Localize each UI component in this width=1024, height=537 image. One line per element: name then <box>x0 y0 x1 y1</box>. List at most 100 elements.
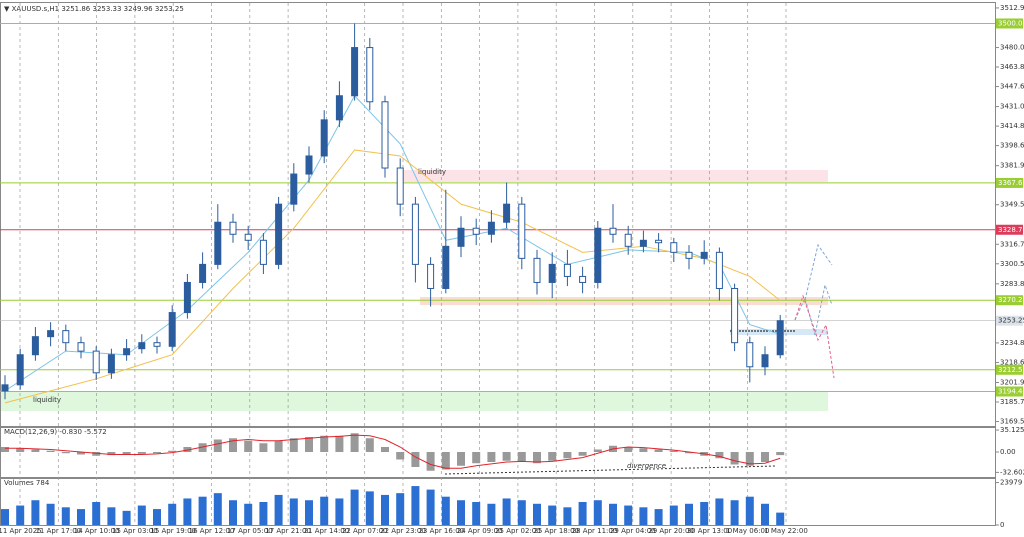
x-tick-label: 16 Apr 12:00 <box>189 527 235 535</box>
macd-bar <box>61 452 70 454</box>
y-tick-label: 0 <box>1000 521 1004 529</box>
macd-bar <box>198 443 207 452</box>
candle-body <box>259 239 267 265</box>
volume-bar <box>730 500 739 525</box>
candle-body <box>229 221 237 235</box>
x-tick-label: 1 May 22:00 <box>764 527 808 535</box>
y-tick-label: 3447.65 <box>1000 83 1024 91</box>
divergence-line <box>444 465 776 475</box>
projection <box>794 294 835 379</box>
macd-bar <box>396 452 405 460</box>
volume-bar <box>320 496 329 525</box>
macd-bar <box>153 452 161 454</box>
macd-bar <box>441 452 450 470</box>
x-tick-label: 14 Apr 10:00 <box>74 527 120 535</box>
candle-body <box>183 281 191 314</box>
volume-bar <box>761 503 769 525</box>
candle-body <box>731 287 739 344</box>
x-tick-label: 29 Apr 20:00 <box>648 527 694 535</box>
candle-body <box>518 203 526 259</box>
macd-bar <box>122 452 131 455</box>
x-tick-label: 11 Apr 2025 <box>0 527 42 535</box>
candle-body <box>47 330 55 338</box>
volume-bar <box>426 489 435 525</box>
candle-body <box>487 221 495 235</box>
candle-body <box>503 203 511 223</box>
macd-bar <box>16 448 25 452</box>
candle-body <box>275 203 283 265</box>
candle-body <box>533 257 541 283</box>
volume-bar <box>305 500 313 525</box>
candle-body <box>168 312 176 347</box>
level-label-bg <box>996 295 1023 306</box>
volume-bar <box>578 502 587 525</box>
volume-bar <box>350 489 359 525</box>
level-label: 3194.47 <box>998 388 1024 396</box>
candle-body <box>92 350 100 374</box>
volume-title: Volumes 784 <box>4 479 50 487</box>
macd-bar <box>457 452 465 466</box>
macd-bar <box>685 452 693 454</box>
y-tick-label: 0.00 <box>1000 448 1016 456</box>
candle-body <box>107 354 115 374</box>
level-label: 3270.25 <box>998 296 1024 304</box>
macd-bar <box>31 449 40 452</box>
liquidity-zone <box>400 170 828 182</box>
macd-title: MACD(12,26,9) -0.830 -5.572 <box>4 428 107 436</box>
candle-body <box>594 227 602 283</box>
candle-body <box>411 203 419 265</box>
projection <box>794 283 833 336</box>
x-tick-label: 11 Apr 17:00 <box>35 527 81 535</box>
supply-zone <box>420 297 828 305</box>
volume-bar <box>487 503 496 525</box>
volume-bar <box>411 486 420 525</box>
volume-bar <box>61 507 70 525</box>
x-tick-label: 25 Apr 18:00 <box>533 527 579 535</box>
volume-bar <box>16 505 25 525</box>
candle-body <box>1 384 9 392</box>
x-tick-label: 28 Apr 11:00 <box>572 527 618 535</box>
macd-bar <box>92 452 101 456</box>
macd-bar <box>517 452 526 462</box>
volume-bar <box>92 502 101 525</box>
volume-bar <box>183 498 192 525</box>
candle-body <box>396 167 404 205</box>
macd-bar <box>107 452 116 456</box>
candle-body <box>579 275 587 283</box>
liquidity-zone <box>0 392 828 411</box>
y-tick-label: 3398.60 <box>1000 142 1024 150</box>
macd-bar <box>745 452 754 466</box>
macd-bar <box>639 448 648 452</box>
x-tick-label: 17 Apr 21:00 <box>265 527 311 535</box>
y-tick-label: 3300.50 <box>1000 260 1024 268</box>
y-tick-label: 3316.70 <box>1000 240 1024 248</box>
candle-body <box>381 101 389 169</box>
candle-body <box>715 251 723 289</box>
macd-bar <box>305 437 313 452</box>
y-tick-label: 3349.55 <box>1000 201 1024 209</box>
candle-body <box>548 263 556 283</box>
volume-bar <box>654 509 663 525</box>
volume-bar <box>745 496 754 525</box>
macd-bar <box>669 450 678 452</box>
volume-bar <box>259 502 268 525</box>
candle-body <box>320 119 328 157</box>
volume-bar <box>563 507 572 525</box>
macd-bar <box>411 452 420 467</box>
macd-bar <box>654 449 663 452</box>
macd-bar <box>761 452 769 462</box>
y-tick-label: 3185.75 <box>1000 398 1024 406</box>
macd-bar <box>229 438 237 452</box>
macd-bar <box>274 440 283 452</box>
volume-bar <box>289 498 298 525</box>
moving-average <box>4 149 781 404</box>
candle-body <box>123 348 131 356</box>
volume-bar <box>472 502 481 525</box>
volume-bar <box>229 500 237 525</box>
macd-bar <box>730 452 739 465</box>
annotation: liquidity <box>33 396 61 404</box>
macd-bar <box>213 439 222 452</box>
volume-bar <box>609 503 617 525</box>
volume-bar <box>213 493 222 525</box>
candle-body <box>31 336 39 356</box>
